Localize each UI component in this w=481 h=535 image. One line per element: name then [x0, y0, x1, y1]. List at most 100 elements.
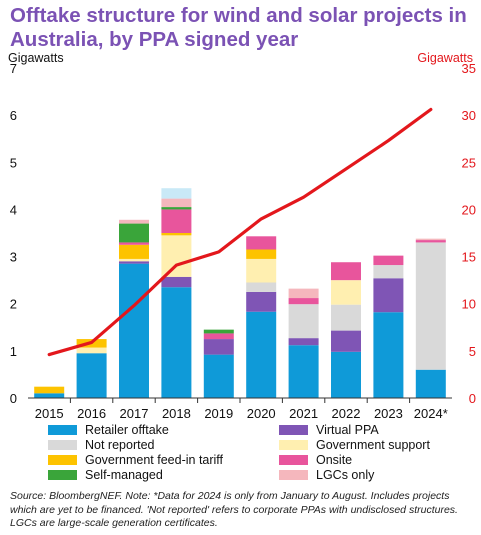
legend-swatch: [279, 425, 308, 435]
bar-segment: [246, 311, 277, 398]
x-tick-label: 2018: [162, 406, 191, 420]
legend-swatch: [279, 455, 308, 465]
bar-segment: [246, 291, 277, 312]
x-tick-label: 2021: [289, 406, 318, 420]
y-tick-label: 1: [10, 344, 17, 359]
x-tick-label: 2017: [120, 406, 149, 420]
y-axis-ticks: 0 1 2 3 4 5 6 7: [10, 61, 17, 406]
bar-segment: [119, 244, 149, 259]
bar-segment: [119, 258, 149, 262]
y2-tick-label: 20: [462, 202, 476, 217]
bar-segment: [373, 265, 404, 279]
bar-segment: [331, 262, 361, 281]
y2-axis-ticks: 0 5 10 15 20 25 30 35: [462, 61, 476, 406]
bar-segment: [246, 282, 277, 292]
bar-segment: [161, 235, 192, 277]
bar-segment: [76, 347, 107, 354]
legend-item-retailer-offtake: Retailer offtake: [48, 423, 169, 437]
bar-segment: [246, 258, 277, 283]
bar-segment: [288, 304, 319, 339]
y-tick-label: 7: [10, 61, 17, 76]
bar-segment: [203, 339, 234, 355]
bar-segment: [331, 280, 361, 305]
y2-tick-label: 35: [462, 61, 476, 76]
bar-segment: [161, 198, 192, 208]
cumulative-line: [47, 107, 433, 357]
y2-tick-label: 5: [469, 344, 476, 359]
bar-segment: [161, 209, 192, 233]
x-tick-label: 2024*: [414, 406, 448, 420]
y-tick-label: 3: [10, 250, 17, 265]
bar-segment: [34, 386, 65, 394]
bar-segment: [161, 287, 192, 398]
bar-segment: [288, 338, 319, 346]
legend-item-not-reported: Not reported: [48, 438, 154, 452]
legend-item-government-feed-in-tariff: Government feed-in tariff: [48, 453, 223, 467]
bar-segment: [331, 330, 361, 352]
chart: Gigawatts Gigawatts 0 1 2 3 4 5 6 7 0 5 10 15 20 25 3…: [8, 51, 476, 420]
legend-label: Retailer offtake: [85, 423, 169, 437]
legend-item-lgcs-only: LGCs only: [279, 468, 374, 482]
bar-segment: [288, 298, 319, 305]
bar-segment: [415, 240, 446, 243]
legend-item-government-support: Government support: [279, 438, 430, 452]
y2-tick-label: 0: [469, 391, 476, 406]
source-note: Source: BloombergNEF. Note: *Data for 20…: [10, 490, 458, 529]
x-tick-label: 2023: [374, 406, 403, 420]
bar-segment: [119, 261, 149, 264]
bar-segment: [203, 329, 234, 334]
x-tick-label: 2019: [204, 406, 233, 420]
bar-segment: [161, 207, 192, 210]
legend-item-virtual-ppa: Virtual PPA: [279, 423, 379, 437]
legend-swatch: [279, 470, 308, 480]
legend-label: Virtual PPA: [316, 423, 379, 437]
x-tick-label: 2016: [77, 406, 106, 420]
y-tick-label: 4: [10, 202, 17, 217]
bar-segment: [119, 242, 149, 245]
bar-segment: [288, 288, 319, 299]
bar-segment: [331, 351, 361, 398]
bar-segment: [415, 369, 446, 398]
legend-swatch: [48, 440, 77, 450]
legend-label: Onsite: [316, 453, 353, 467]
legend-label: Self-managed: [85, 468, 163, 482]
legend-swatch: [48, 455, 77, 465]
legend-item-onsite: Onsite: [279, 453, 352, 467]
bar-segment: [246, 236, 277, 250]
chart-title: Offtake structure for wind and solar pro…: [10, 4, 467, 51]
bar-segment: [119, 219, 149, 224]
bar-segment: [203, 354, 234, 398]
legend-item-self-managed: Self-managed: [48, 468, 163, 482]
y2-axis-label: Gigawatts: [417, 51, 473, 65]
bar-segment: [76, 353, 107, 398]
x-axis-ticks: 2015 2016 2017 2018 2019 2020 2021 2022 2023 2024…: [35, 398, 448, 420]
bar-segment: [161, 233, 192, 236]
y-tick-label: 2: [10, 297, 17, 312]
x-tick-label: 2020: [247, 406, 276, 420]
bar-segment: [415, 238, 446, 241]
legend-label: Government support: [316, 438, 430, 452]
legend-label: Not reported: [85, 438, 155, 452]
legend-swatch: [48, 470, 77, 480]
bar-segment: [373, 255, 404, 266]
bar-segment: [373, 312, 404, 398]
bar-segment: [203, 333, 234, 340]
y-tick-label: 0: [10, 391, 17, 406]
bar-segment: [34, 393, 65, 398]
bars: [34, 188, 446, 398]
y-tick-label: 5: [10, 155, 17, 170]
bar-segment: [331, 304, 361, 331]
bar-segment: [246, 249, 277, 259]
x-tick-label: 2015: [35, 406, 64, 420]
y2-tick-label: 25: [462, 155, 476, 170]
y2-tick-label: 30: [462, 108, 476, 123]
bar-segment: [161, 188, 192, 199]
legend-swatch: [279, 440, 308, 450]
y-axis-label: Gigawatts: [8, 51, 64, 65]
bar-segment: [415, 242, 446, 370]
y-tick-label: 6: [10, 108, 17, 123]
bar-segment: [119, 263, 149, 398]
legend-label: LGCs only: [316, 468, 375, 482]
bar-segment: [119, 223, 149, 243]
bar-segment: [373, 278, 404, 313]
